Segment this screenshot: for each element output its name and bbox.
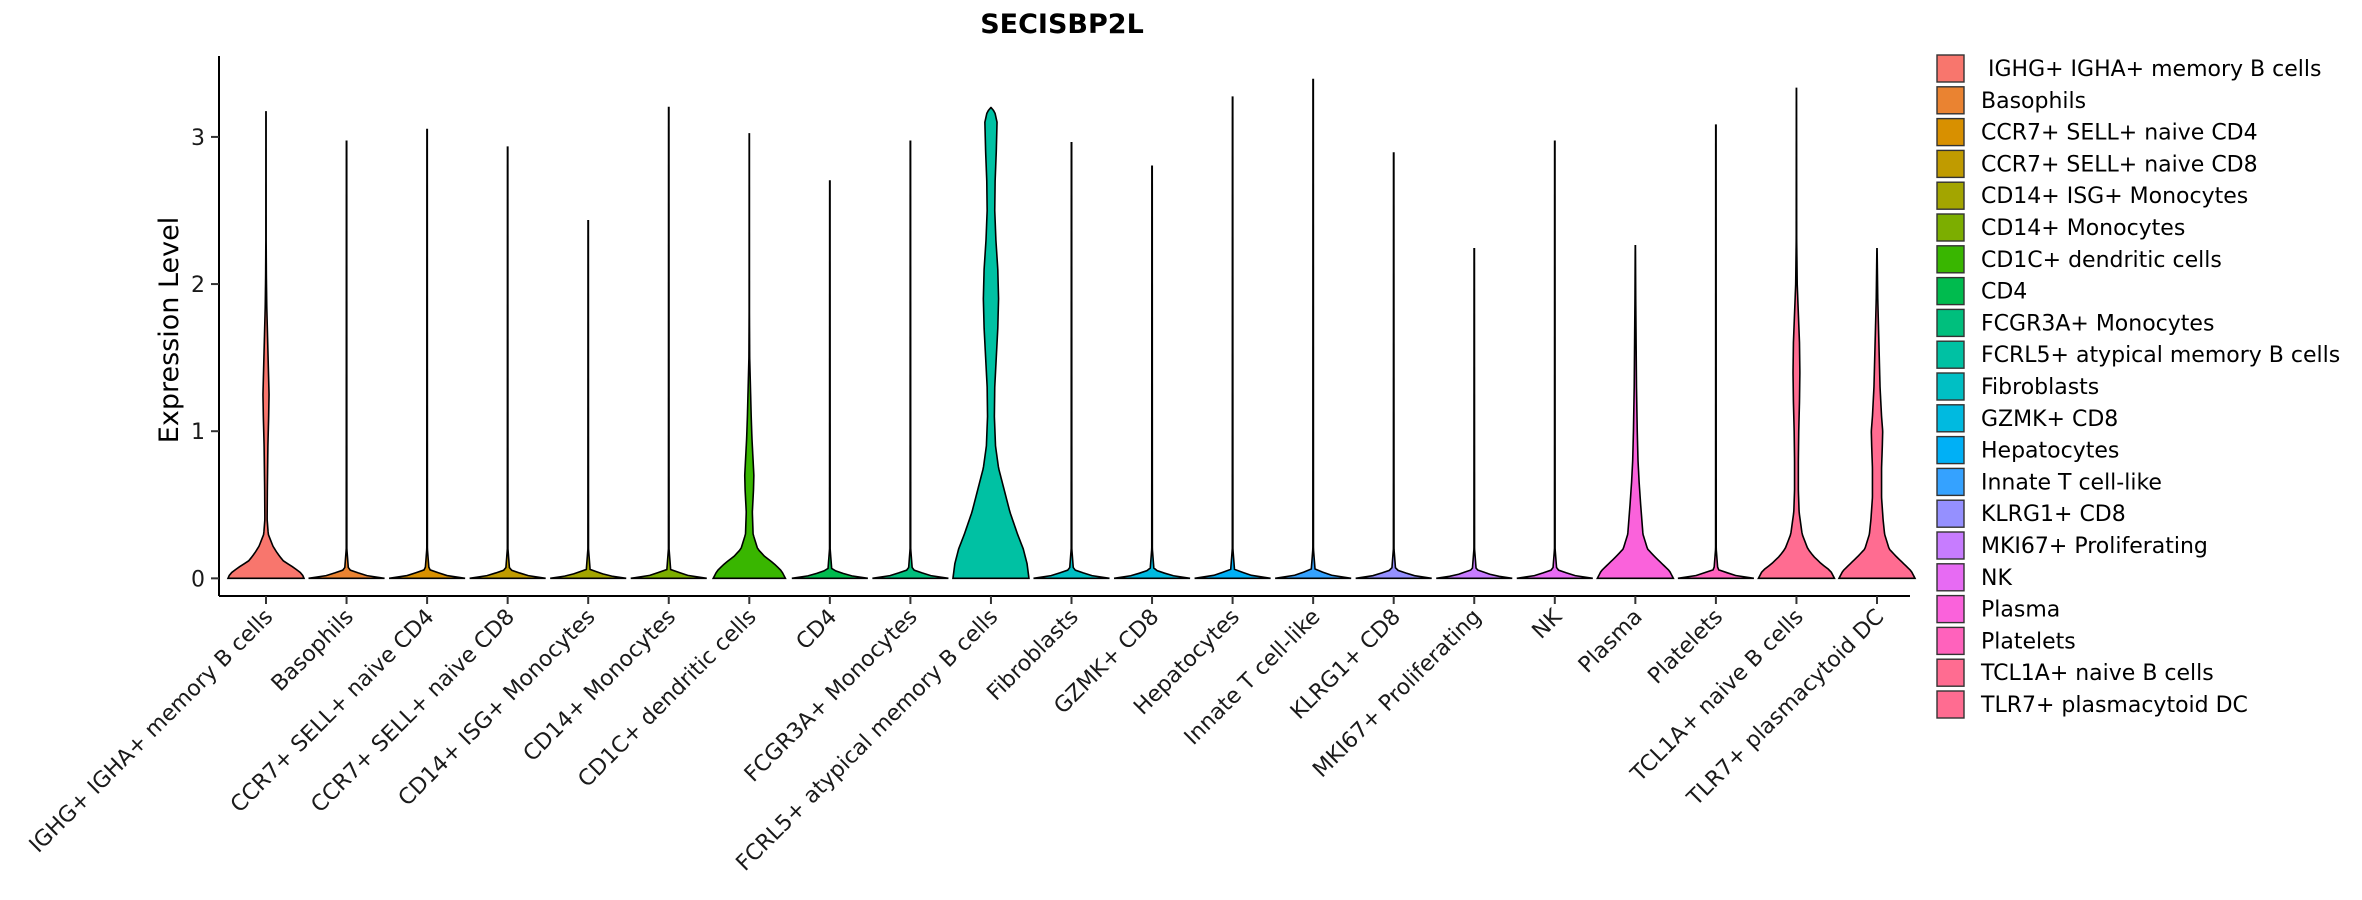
legend-key xyxy=(1936,308,1965,338)
violin-hepatocytes xyxy=(1194,96,1271,580)
legend-key xyxy=(1936,531,1965,560)
legend: IGHG+ IGHA+ memory B cells Basophils CCR7+… xyxy=(1936,54,2340,719)
y-tick-label: 3 xyxy=(191,126,205,151)
violin-tlr7pos-plasmacytoid-dc xyxy=(1837,247,1917,580)
violin-basophils xyxy=(308,140,385,580)
legend-key xyxy=(1936,340,1965,369)
violin-gzmkpos-cd8 xyxy=(1113,165,1191,580)
violin-cd14pos-monocytes xyxy=(630,106,707,580)
legend-label: Plasma xyxy=(1981,598,2060,623)
legend-key xyxy=(1936,149,1965,179)
x-tick-label: NK xyxy=(1528,604,1568,644)
violin-ccr7pos-sellpos-naive-cd4 xyxy=(388,128,466,580)
legend-key xyxy=(1936,626,1965,656)
y-axis-label: Expression Level xyxy=(154,217,185,443)
legend-label: FCGR3A+ Monocytes xyxy=(1981,311,2214,336)
legend-key xyxy=(1936,54,1965,83)
x-axis-ticks: IGHG+ IGHA+ memory B cellsBasophilsCCR7+… xyxy=(25,596,1889,876)
violin-cd14pos-isgpos-monocytes xyxy=(550,220,627,580)
legend-label: CD14+ Monocytes xyxy=(1981,216,2185,241)
legend-key xyxy=(1936,499,1965,528)
x-tick-label: Innate T cell-like xyxy=(1180,605,1326,751)
legend-label: GZMK+ CD8 xyxy=(1981,407,2118,432)
violin-cd1cpos-dendritic-cells xyxy=(711,133,787,580)
y-axis-ticks: 0 1 2 3 xyxy=(191,126,219,592)
legend-label: CCR7+ SELL+ naive CD4 xyxy=(1981,121,2258,146)
violin-plasma xyxy=(1596,245,1675,580)
legend-label: Hepatocytes xyxy=(1981,439,2119,464)
violin-innate-t-cell-like xyxy=(1275,78,1352,580)
violin-cd4 xyxy=(791,180,868,580)
legend-key xyxy=(1936,435,1965,465)
legend-key xyxy=(1936,245,1965,274)
legend-label: Fibroblasts xyxy=(1981,375,2099,400)
legend-label: KLRG1+ CD8 xyxy=(1981,502,2126,527)
legend-key xyxy=(1936,276,1965,306)
violin-nk xyxy=(1516,140,1593,580)
violin-tcl1apos-naive-b-cells xyxy=(1757,87,1836,580)
legend-label: CD14+ ISG+ Monocytes xyxy=(1981,184,2248,209)
legend-label: TCL1A+ naive B cells xyxy=(1980,661,2214,686)
legend-label: CCR7+ SELL+ naive CD8 xyxy=(1981,152,2258,177)
legend-key xyxy=(1936,117,1965,147)
x-tick-label: IGHG+ IGHA+ memory B cells xyxy=(25,605,278,858)
legend-key xyxy=(1936,563,1965,592)
legend-label: FCRL5+ atypical memory B cells xyxy=(1981,343,2340,368)
legend-label: Innate T cell-like xyxy=(1981,470,2162,495)
legend-key xyxy=(1936,181,1965,210)
legend-label: IGHG+ IGHA+ memory B cells xyxy=(1981,57,2321,82)
x-tick-label: Platelets xyxy=(1643,605,1728,690)
x-tick-label: Plasma xyxy=(1574,605,1648,679)
legend-label: CD4 xyxy=(1981,280,2027,305)
y-tick-label: 1 xyxy=(191,420,205,445)
legend-label: CD1C+ dendritic cells xyxy=(1981,248,2222,273)
y-tick-label: 2 xyxy=(191,273,205,298)
chart-title: SECISBP2L xyxy=(980,9,1144,40)
legend-key xyxy=(1936,658,1965,687)
x-tick-label: CD4 xyxy=(792,605,842,655)
legend-key xyxy=(1936,213,1965,242)
violin-fibroblasts xyxy=(1033,142,1110,580)
violin-fcrl5pos-atypical-memory-b-cells xyxy=(952,106,1030,580)
legend-label: MKI67+ Proliferating xyxy=(1981,534,2208,559)
x-tick-label: MKI67+ Proliferating xyxy=(1308,605,1486,783)
legend-key xyxy=(1936,467,1965,497)
violin-layer xyxy=(226,78,1917,580)
legend-label: NK xyxy=(1981,566,2012,591)
violin-platelets xyxy=(1677,124,1755,580)
legend-key xyxy=(1936,86,1965,115)
x-tick-label: CD14+ Monocytes xyxy=(519,605,681,767)
legend-label: TLR7+ plasmacytoid DC xyxy=(1980,693,2248,718)
legend-key xyxy=(1936,372,1965,401)
violin-fcgr3apos-monocytes xyxy=(872,140,949,580)
legend-key xyxy=(1936,594,1965,624)
violin-mki67pos-proliferating xyxy=(1436,247,1513,580)
violin-klrg1pos-cd8 xyxy=(1355,152,1432,580)
legend-label: Platelets xyxy=(1981,629,2076,654)
legend-key xyxy=(1936,690,1965,719)
legend-key xyxy=(1936,404,1965,433)
y-tick-label: 0 xyxy=(191,567,205,592)
violin-ighgpos-ighapos-memory-b-cells xyxy=(226,111,306,580)
violin-ccr7pos-sellpos-naive-cd8 xyxy=(469,146,546,580)
legend-label: Basophils xyxy=(1981,89,2086,114)
